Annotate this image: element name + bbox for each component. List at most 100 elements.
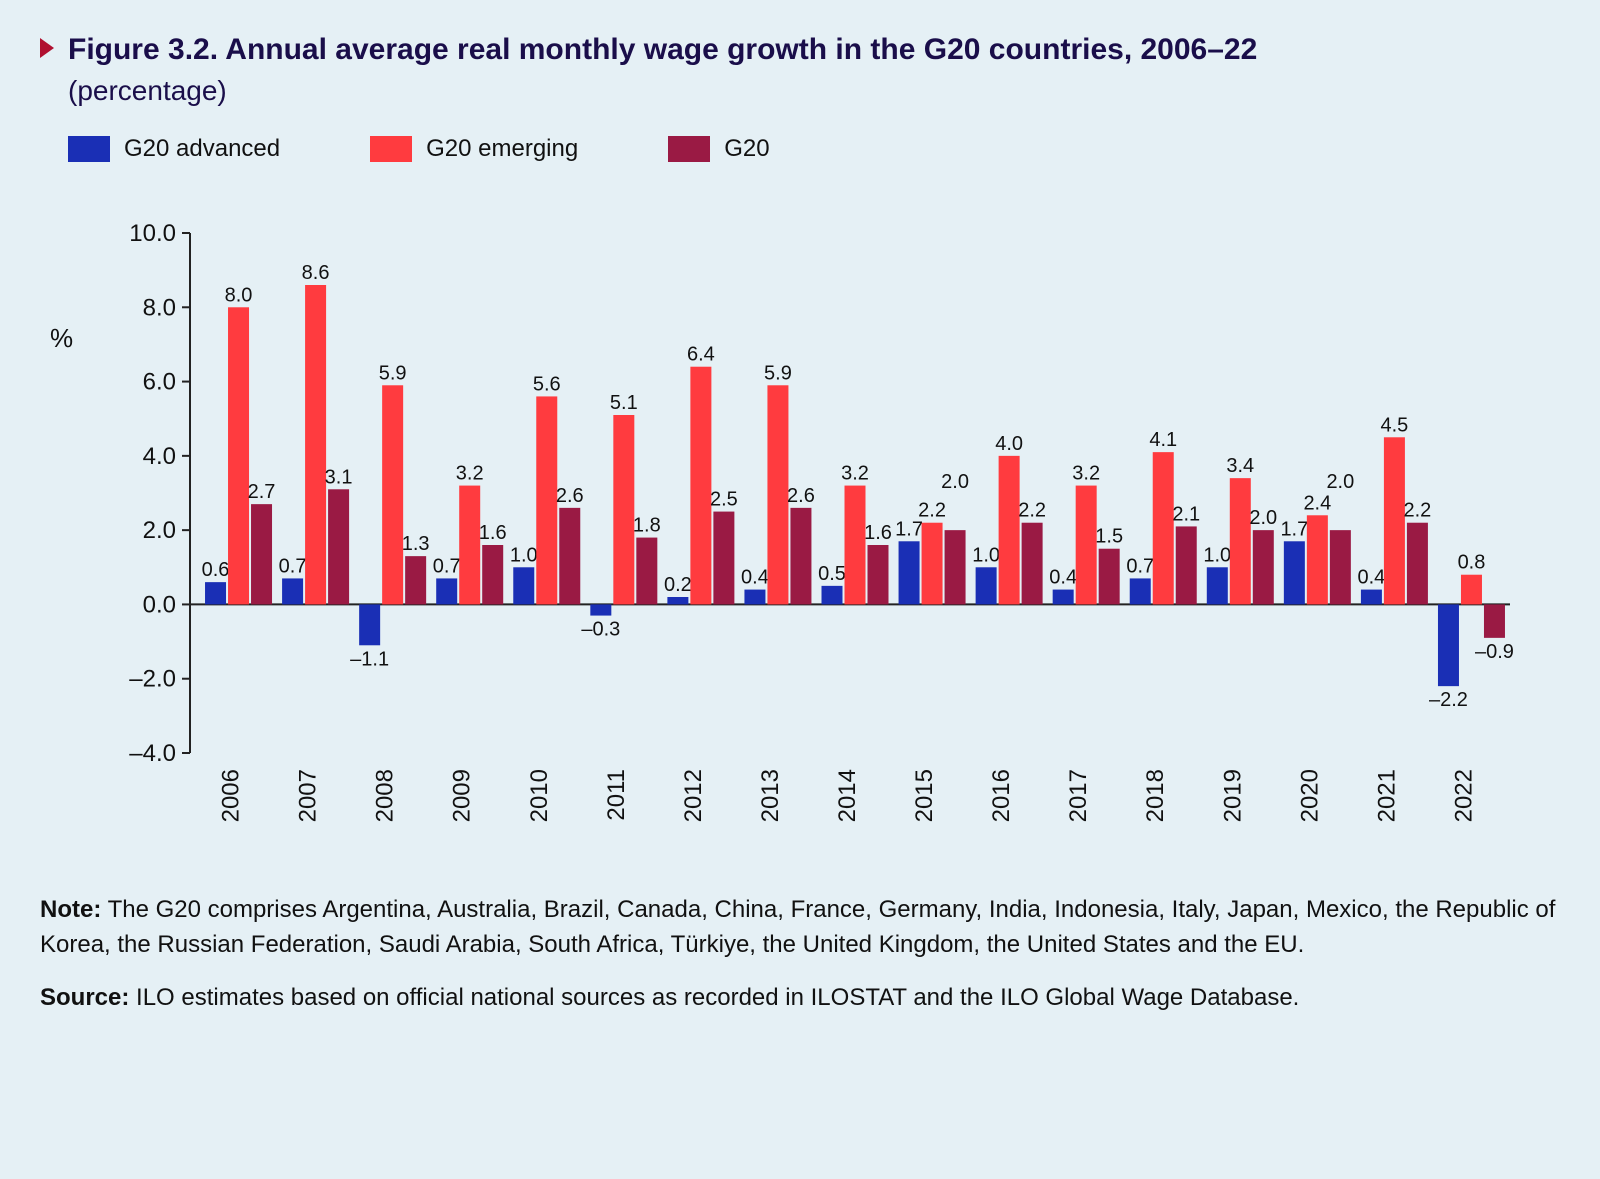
- bar: [1484, 604, 1505, 637]
- bar: [976, 567, 997, 604]
- bar-value-label: 1.6: [479, 522, 507, 544]
- bar: [1438, 604, 1459, 686]
- bar-value-label: 2.0: [1326, 471, 1354, 493]
- bar-value-label: 4.5: [1381, 414, 1409, 436]
- note-text: The G20 comprises Argentina, Australia, …: [40, 896, 1555, 958]
- bar-value-label: 1.7: [1280, 518, 1308, 540]
- bar: [922, 523, 943, 605]
- svg-text:8.0: 8.0: [143, 294, 176, 321]
- bar-value-label: 5.9: [764, 362, 792, 384]
- bar-value-label: –0.9: [1475, 641, 1514, 663]
- bar-value-label: 0.7: [433, 555, 461, 577]
- bar-value-label: 1.8: [633, 515, 661, 537]
- bar: [999, 456, 1020, 605]
- bar: [359, 604, 380, 645]
- figure-number: Figure 3.2.: [68, 33, 218, 66]
- figure-title-text: Annual average real monthly wage growth …: [225, 33, 1257, 66]
- bar: [251, 504, 272, 604]
- bar-value-label: 4.0: [995, 433, 1023, 455]
- legend-label: G20: [724, 135, 769, 163]
- bar: [1384, 437, 1405, 604]
- chart-legend: G20 advanced G20 emerging G20: [68, 135, 1560, 163]
- bar: [713, 512, 734, 605]
- bar: [1176, 526, 1197, 604]
- bar-value-label: 5.1: [610, 392, 638, 414]
- x-category-label: 2014: [834, 769, 861, 822]
- legend-swatch: [370, 136, 412, 162]
- bar: [559, 508, 580, 605]
- bar-value-label: 0.4: [1049, 567, 1077, 589]
- bar-value-label: 3.4: [1226, 455, 1254, 477]
- bar: [482, 545, 503, 604]
- bar: [205, 582, 226, 604]
- bar: [1330, 530, 1351, 604]
- x-category-label: 2010: [526, 769, 553, 822]
- svg-text:–2.0: –2.0: [129, 666, 176, 693]
- x-category-label: 2021: [1373, 769, 1400, 822]
- svg-text:6.0: 6.0: [143, 369, 176, 396]
- x-category-label: 2008: [372, 769, 399, 822]
- note-label: Note:: [40, 896, 101, 923]
- svg-text:–4.0: –4.0: [129, 740, 176, 767]
- bar-value-label: 1.3: [402, 533, 430, 555]
- legend-label: G20 emerging: [426, 135, 578, 163]
- x-category-label: 2017: [1065, 769, 1092, 822]
- svg-text:2.0: 2.0: [143, 517, 176, 544]
- legend-swatch: [68, 136, 110, 162]
- source-text: ILO estimates based on official national…: [136, 984, 1299, 1011]
- legend-item: G20 advanced: [68, 135, 280, 163]
- figure-notes: Note: The G20 comprises Argentina, Austr…: [40, 893, 1560, 1015]
- bar: [1461, 575, 1482, 605]
- svg-text:4.0: 4.0: [143, 443, 176, 470]
- bar-chart: 10.08.06.04.02.00.0–2.0–4.00.68.02.72006…: [100, 203, 1520, 843]
- bar-value-label: 2.6: [787, 485, 815, 507]
- bar: [436, 578, 457, 604]
- svg-text:0.0: 0.0: [143, 591, 176, 618]
- bar-value-label: 3.2: [1072, 463, 1100, 485]
- bar: [845, 486, 866, 605]
- x-category-label: 2022: [1450, 769, 1477, 822]
- source-label: Source:: [40, 984, 129, 1011]
- bar-value-label: 2.5: [710, 489, 738, 511]
- chart-container: % 10.08.06.04.02.00.0–2.0–4.00.68.02.720…: [100, 203, 1560, 843]
- bar: [513, 567, 534, 604]
- bar-value-label: 2.0: [1249, 507, 1277, 529]
- bar: [1022, 523, 1043, 605]
- bar-value-label: 3.1: [325, 466, 353, 488]
- bar: [744, 590, 765, 605]
- bar: [1361, 590, 1382, 605]
- x-category-label: 2019: [1219, 769, 1246, 822]
- bar: [590, 604, 611, 615]
- figure-subtitle: (percentage): [68, 75, 1560, 107]
- legend-item: G20 emerging: [370, 135, 578, 163]
- bar-value-label: –0.3: [581, 619, 620, 641]
- x-category-label: 2016: [988, 769, 1015, 822]
- bar: [228, 307, 249, 604]
- bar: [1053, 590, 1074, 605]
- bar: [1099, 549, 1120, 605]
- bar: [1284, 541, 1305, 604]
- bar-value-label: 4.1: [1149, 429, 1177, 451]
- bar-value-label: 5.6: [533, 373, 561, 395]
- bar: [305, 285, 326, 604]
- bar: [459, 486, 480, 605]
- svg-text:10.0: 10.0: [129, 220, 176, 247]
- bar: [536, 396, 557, 604]
- bar: [667, 597, 688, 604]
- bar-value-label: 1.0: [1203, 544, 1231, 566]
- bar: [868, 545, 889, 604]
- bar-value-label: 2.6: [556, 485, 584, 507]
- bar-value-label: 3.2: [841, 463, 869, 485]
- bar: [1153, 452, 1174, 604]
- bar: [613, 415, 634, 604]
- bar-value-label: 0.8: [1458, 552, 1486, 574]
- x-category-label: 2018: [1142, 769, 1169, 822]
- bar-value-label: 2.1: [1172, 503, 1200, 525]
- bar-value-label: 3.2: [456, 463, 484, 485]
- bar-value-label: –1.1: [350, 648, 389, 670]
- bar-value-label: 2.2: [1018, 500, 1046, 522]
- bar: [282, 578, 303, 604]
- bar: [1207, 567, 1228, 604]
- figure-title-row: Figure 3.2. Annual average real monthly …: [40, 30, 1560, 69]
- bar-value-label: 8.0: [225, 284, 253, 306]
